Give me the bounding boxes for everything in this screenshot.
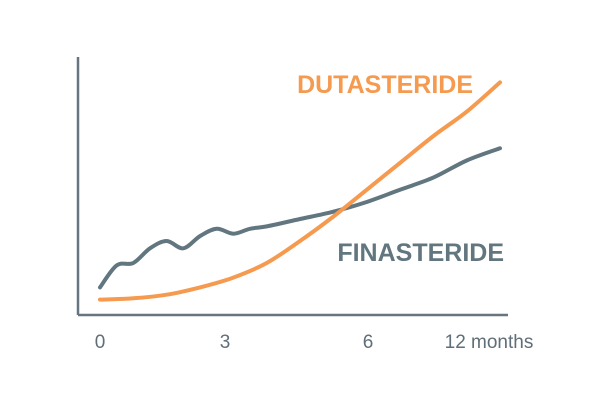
series-line-finasteride — [98, 146, 502, 290]
axes — [76, 57, 508, 317]
x-tick-labels: 0 3 6 12 months — [95, 332, 534, 353]
series-label-dutasteride: DUTASTERIDE — [297, 71, 473, 99]
x-tick-label: 0 — [95, 332, 106, 353]
series-labels: DUTASTERIDE FINASTERIDE — [297, 71, 504, 267]
series-line-dutasteride — [98, 80, 502, 302]
x-tick-label: 12 months — [445, 332, 534, 353]
x-tick-label: 3 — [220, 332, 231, 353]
series-lines — [98, 80, 502, 302]
x-tick-label: 6 — [363, 332, 374, 353]
series-label-finasteride: FINASTERIDE — [337, 239, 504, 267]
